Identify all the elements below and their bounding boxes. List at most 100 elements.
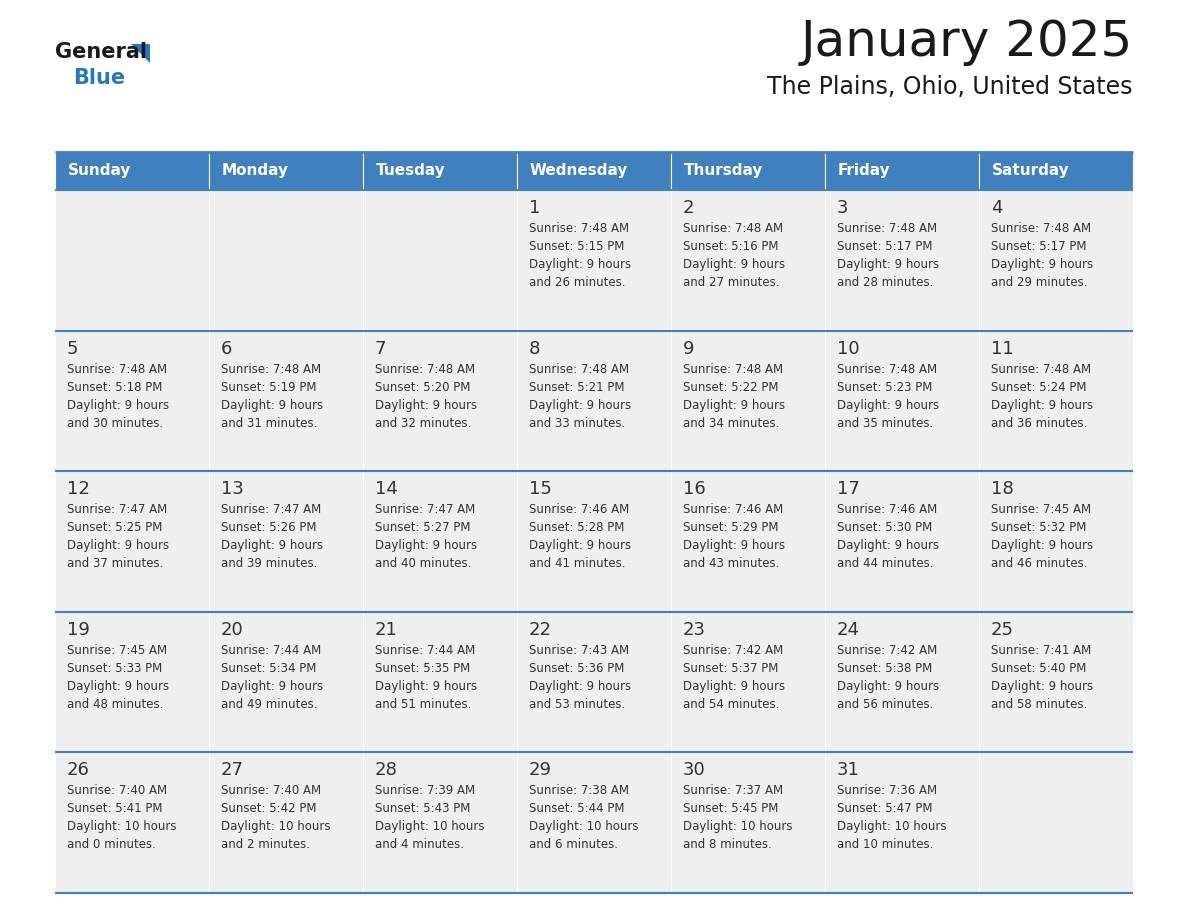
Text: 27: 27 [221,761,244,779]
Polygon shape [131,44,150,63]
Text: Sunrise: 7:38 AM
Sunset: 5:44 PM
Daylight: 10 hours
and 6 minutes.: Sunrise: 7:38 AM Sunset: 5:44 PM Dayligh… [529,784,638,851]
Text: Wednesday: Wednesday [530,163,628,178]
Text: 16: 16 [683,480,706,498]
Text: 31: 31 [838,761,860,779]
Text: Sunrise: 7:47 AM
Sunset: 5:25 PM
Daylight: 9 hours
and 37 minutes.: Sunrise: 7:47 AM Sunset: 5:25 PM Dayligh… [67,503,169,570]
Text: Sunrise: 7:48 AM
Sunset: 5:17 PM
Daylight: 9 hours
and 28 minutes.: Sunrise: 7:48 AM Sunset: 5:17 PM Dayligh… [838,222,940,289]
Text: 13: 13 [221,480,244,498]
FancyBboxPatch shape [209,152,364,190]
FancyBboxPatch shape [979,753,1133,893]
FancyBboxPatch shape [517,753,671,893]
Text: Monday: Monday [222,163,289,178]
Text: Friday: Friday [838,163,891,178]
Text: 2: 2 [683,199,695,217]
Text: Sunrise: 7:48 AM
Sunset: 5:17 PM
Daylight: 9 hours
and 29 minutes.: Sunrise: 7:48 AM Sunset: 5:17 PM Dayligh… [991,222,1093,289]
Text: Sunrise: 7:45 AM
Sunset: 5:33 PM
Daylight: 9 hours
and 48 minutes.: Sunrise: 7:45 AM Sunset: 5:33 PM Dayligh… [67,644,169,711]
Text: Sunrise: 7:45 AM
Sunset: 5:32 PM
Daylight: 9 hours
and 46 minutes.: Sunrise: 7:45 AM Sunset: 5:32 PM Dayligh… [991,503,1093,570]
FancyBboxPatch shape [364,190,517,330]
Text: Sunrise: 7:48 AM
Sunset: 5:16 PM
Daylight: 9 hours
and 27 minutes.: Sunrise: 7:48 AM Sunset: 5:16 PM Dayligh… [683,222,785,289]
FancyBboxPatch shape [209,753,364,893]
FancyBboxPatch shape [517,330,671,471]
FancyBboxPatch shape [979,330,1133,471]
Text: Sunrise: 7:48 AM
Sunset: 5:22 PM
Daylight: 9 hours
and 34 minutes.: Sunrise: 7:48 AM Sunset: 5:22 PM Dayligh… [683,363,785,430]
FancyBboxPatch shape [824,471,979,611]
Text: General: General [55,42,147,62]
FancyBboxPatch shape [55,190,209,330]
Text: 5: 5 [67,340,78,358]
FancyBboxPatch shape [824,330,979,471]
Text: Sunrise: 7:48 AM
Sunset: 5:18 PM
Daylight: 9 hours
and 30 minutes.: Sunrise: 7:48 AM Sunset: 5:18 PM Dayligh… [67,363,169,430]
FancyBboxPatch shape [55,471,209,611]
FancyBboxPatch shape [364,330,517,471]
Text: Sunrise: 7:48 AM
Sunset: 5:21 PM
Daylight: 9 hours
and 33 minutes.: Sunrise: 7:48 AM Sunset: 5:21 PM Dayligh… [529,363,631,430]
Text: Saturday: Saturday [992,163,1069,178]
Text: 29: 29 [529,761,552,779]
FancyBboxPatch shape [671,152,824,190]
Text: 28: 28 [375,761,398,779]
FancyBboxPatch shape [364,471,517,611]
Text: 17: 17 [838,480,860,498]
Text: Sunrise: 7:37 AM
Sunset: 5:45 PM
Daylight: 10 hours
and 8 minutes.: Sunrise: 7:37 AM Sunset: 5:45 PM Dayligh… [683,784,792,851]
FancyBboxPatch shape [517,152,671,190]
Text: Sunrise: 7:48 AM
Sunset: 5:19 PM
Daylight: 9 hours
and 31 minutes.: Sunrise: 7:48 AM Sunset: 5:19 PM Dayligh… [221,363,323,430]
Text: 10: 10 [838,340,860,358]
FancyBboxPatch shape [209,330,364,471]
Text: Sunrise: 7:46 AM
Sunset: 5:28 PM
Daylight: 9 hours
and 41 minutes.: Sunrise: 7:46 AM Sunset: 5:28 PM Dayligh… [529,503,631,570]
FancyBboxPatch shape [517,190,671,330]
Text: Sunday: Sunday [68,163,132,178]
Text: 20: 20 [221,621,244,639]
FancyBboxPatch shape [55,152,209,190]
Text: 6: 6 [221,340,233,358]
Text: 24: 24 [838,621,860,639]
Text: Sunrise: 7:48 AM
Sunset: 5:15 PM
Daylight: 9 hours
and 26 minutes.: Sunrise: 7:48 AM Sunset: 5:15 PM Dayligh… [529,222,631,289]
Text: 9: 9 [683,340,695,358]
FancyBboxPatch shape [55,611,209,753]
Text: Thursday: Thursday [684,163,764,178]
FancyBboxPatch shape [364,152,517,190]
FancyBboxPatch shape [979,611,1133,753]
Text: 14: 14 [375,480,398,498]
Text: Sunrise: 7:47 AM
Sunset: 5:27 PM
Daylight: 9 hours
and 40 minutes.: Sunrise: 7:47 AM Sunset: 5:27 PM Dayligh… [375,503,478,570]
FancyBboxPatch shape [517,471,671,611]
FancyBboxPatch shape [824,753,979,893]
FancyBboxPatch shape [209,190,364,330]
FancyBboxPatch shape [979,190,1133,330]
Text: Sunrise: 7:43 AM
Sunset: 5:36 PM
Daylight: 9 hours
and 53 minutes.: Sunrise: 7:43 AM Sunset: 5:36 PM Dayligh… [529,644,631,711]
Text: Sunrise: 7:41 AM
Sunset: 5:40 PM
Daylight: 9 hours
and 58 minutes.: Sunrise: 7:41 AM Sunset: 5:40 PM Dayligh… [991,644,1093,711]
FancyBboxPatch shape [55,753,209,893]
FancyBboxPatch shape [209,611,364,753]
Text: 3: 3 [838,199,848,217]
FancyBboxPatch shape [671,611,824,753]
FancyBboxPatch shape [824,190,979,330]
Text: Sunrise: 7:42 AM
Sunset: 5:38 PM
Daylight: 9 hours
and 56 minutes.: Sunrise: 7:42 AM Sunset: 5:38 PM Dayligh… [838,644,940,711]
Text: 15: 15 [529,480,552,498]
Text: 22: 22 [529,621,552,639]
Text: 12: 12 [67,480,90,498]
Text: 26: 26 [67,761,90,779]
Text: 7: 7 [375,340,386,358]
Text: 11: 11 [991,340,1013,358]
Text: 21: 21 [375,621,398,639]
Text: Sunrise: 7:48 AM
Sunset: 5:20 PM
Daylight: 9 hours
and 32 minutes.: Sunrise: 7:48 AM Sunset: 5:20 PM Dayligh… [375,363,478,430]
Text: 25: 25 [991,621,1015,639]
Text: 18: 18 [991,480,1013,498]
Text: Sunrise: 7:46 AM
Sunset: 5:29 PM
Daylight: 9 hours
and 43 minutes.: Sunrise: 7:46 AM Sunset: 5:29 PM Dayligh… [683,503,785,570]
Text: Sunrise: 7:39 AM
Sunset: 5:43 PM
Daylight: 10 hours
and 4 minutes.: Sunrise: 7:39 AM Sunset: 5:43 PM Dayligh… [375,784,485,851]
Text: 30: 30 [683,761,706,779]
Text: Sunrise: 7:47 AM
Sunset: 5:26 PM
Daylight: 9 hours
and 39 minutes.: Sunrise: 7:47 AM Sunset: 5:26 PM Dayligh… [221,503,323,570]
Text: Sunrise: 7:48 AM
Sunset: 5:24 PM
Daylight: 9 hours
and 36 minutes.: Sunrise: 7:48 AM Sunset: 5:24 PM Dayligh… [991,363,1093,430]
FancyBboxPatch shape [364,753,517,893]
FancyBboxPatch shape [671,753,824,893]
Text: 23: 23 [683,621,706,639]
FancyBboxPatch shape [824,611,979,753]
Text: 19: 19 [67,621,90,639]
Text: Sunrise: 7:42 AM
Sunset: 5:37 PM
Daylight: 9 hours
and 54 minutes.: Sunrise: 7:42 AM Sunset: 5:37 PM Dayligh… [683,644,785,711]
FancyBboxPatch shape [55,330,209,471]
Text: Sunrise: 7:40 AM
Sunset: 5:41 PM
Daylight: 10 hours
and 0 minutes.: Sunrise: 7:40 AM Sunset: 5:41 PM Dayligh… [67,784,177,851]
FancyBboxPatch shape [209,471,364,611]
Text: The Plains, Ohio, United States: The Plains, Ohio, United States [767,75,1133,99]
Text: Sunrise: 7:44 AM
Sunset: 5:34 PM
Daylight: 9 hours
and 49 minutes.: Sunrise: 7:44 AM Sunset: 5:34 PM Dayligh… [221,644,323,711]
Text: 4: 4 [991,199,1003,217]
FancyBboxPatch shape [671,190,824,330]
FancyBboxPatch shape [517,611,671,753]
